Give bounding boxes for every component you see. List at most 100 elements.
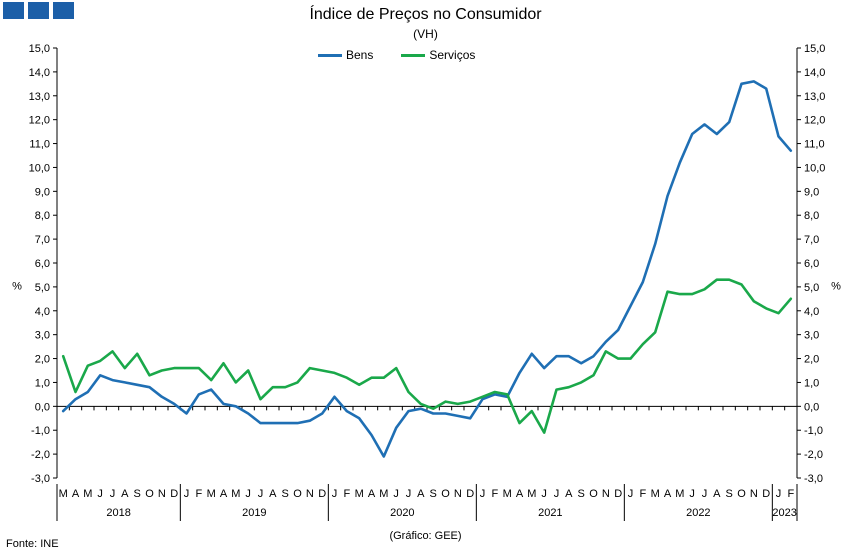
- month-label: M: [527, 488, 536, 500]
- y-tick-label-left: 9,0: [35, 186, 50, 198]
- month-label: J: [480, 488, 486, 500]
- month-label: A: [565, 488, 573, 500]
- y-tick-label-left: 15,0: [29, 43, 50, 55]
- y-tick-label-left: 4,0: [35, 306, 50, 318]
- y-tick-label-left: 7,0: [35, 234, 50, 246]
- y-tick-label-right: -1,0: [804, 425, 823, 437]
- month-label: M: [503, 488, 512, 500]
- legend-swatch-servicos: [401, 53, 426, 57]
- y-tick-label-left: 3,0: [35, 330, 50, 342]
- chart-credit: (Gráfico: GEE): [389, 530, 462, 542]
- year-label: 2021: [538, 507, 562, 519]
- y-tick-label-right: 2,0: [804, 354, 819, 366]
- month-label: D: [466, 488, 474, 500]
- year-label: 2022: [686, 507, 710, 519]
- month-label: D: [170, 488, 178, 500]
- month-label: D: [614, 488, 622, 500]
- legend-swatch-bens: [318, 53, 342, 57]
- month-label: M: [207, 488, 216, 500]
- y-tick-label-right: 8,0: [804, 210, 819, 222]
- month-label: A: [72, 488, 80, 500]
- y-tick-label-right: 3,0: [804, 330, 819, 342]
- month-label: M: [231, 488, 240, 500]
- month-label: N: [602, 488, 610, 500]
- y-tick-label-right: 12,0: [804, 115, 825, 127]
- year-label: 2023: [772, 507, 796, 519]
- month-label: N: [306, 488, 314, 500]
- month-label: J: [393, 488, 399, 500]
- y-tick-label-right: 4,0: [804, 306, 819, 318]
- y-axis-label-left: %: [12, 280, 22, 292]
- month-label: J: [702, 488, 708, 500]
- y-tick-label-left: -1,0: [31, 425, 50, 437]
- month-label: J: [184, 488, 190, 500]
- month-label: A: [368, 488, 376, 500]
- month-label: A: [664, 488, 672, 500]
- y-tick-label-left: 0,0: [35, 401, 50, 413]
- month-label: M: [59, 488, 68, 500]
- month-label: J: [776, 488, 782, 500]
- y-tick-label-right: 7,0: [804, 234, 819, 246]
- year-label: 2018: [106, 507, 130, 519]
- y-tick-label-left: 5,0: [35, 282, 50, 294]
- month-label: F: [343, 488, 350, 500]
- month-label: O: [441, 488, 450, 500]
- month-label: M: [355, 488, 364, 500]
- month-label: S: [577, 488, 584, 500]
- series-line-bens: [61, 80, 793, 458]
- year-label: 2019: [242, 507, 266, 519]
- month-label: A: [417, 488, 425, 500]
- month-label: S: [133, 488, 140, 500]
- month-label: J: [258, 488, 264, 500]
- month-label: F: [195, 488, 202, 500]
- y-tick-label-left: 8,0: [35, 210, 50, 222]
- month-label: N: [158, 488, 166, 500]
- y-tick-label-right: 6,0: [804, 258, 819, 270]
- y-tick-label-left: 2,0: [35, 354, 50, 366]
- legend-item-servicos: Serviços: [401, 48, 475, 62]
- y-tick-label-left: 13,0: [29, 91, 50, 103]
- legend: Bens Serviços: [318, 48, 475, 62]
- y-tick-label-right: 5,0: [804, 282, 819, 294]
- month-label: A: [516, 488, 524, 500]
- legend-item-bens: Bens: [318, 48, 373, 62]
- y-tick-label-left: 14,0: [29, 67, 50, 79]
- y-tick-label-right: 10,0: [804, 162, 825, 174]
- y-tick-label-right: 1,0: [804, 377, 819, 389]
- month-label: J: [554, 488, 560, 500]
- month-label: S: [281, 488, 288, 500]
- month-label: J: [245, 488, 251, 500]
- series-line-servicos: [61, 278, 793, 434]
- month-label: S: [725, 488, 732, 500]
- y-tick-label-left: 12,0: [29, 115, 50, 127]
- month-label: D: [318, 488, 326, 500]
- month-label: D: [762, 488, 770, 500]
- month-label: A: [220, 488, 228, 500]
- y-tick-label-right: 14,0: [804, 67, 825, 79]
- month-label: F: [787, 488, 794, 500]
- month-label: M: [651, 488, 660, 500]
- ine-logo-icon: [3, 2, 74, 19]
- source-note: Fonte: INE: [6, 538, 59, 550]
- month-label: J: [110, 488, 116, 500]
- y-tick-label-left: 1,0: [35, 377, 50, 389]
- y-tick-label-right: 0,0: [804, 401, 819, 413]
- month-label: M: [379, 488, 388, 500]
- month-label: M: [675, 488, 684, 500]
- month-label: J: [97, 488, 103, 500]
- y-tick-label-right: 9,0: [804, 186, 819, 198]
- month-label: J: [332, 488, 338, 500]
- month-label: O: [737, 488, 746, 500]
- legend-label-bens: Bens: [346, 48, 374, 62]
- month-label: A: [121, 488, 129, 500]
- y-tick-label-right: -3,0: [804, 473, 823, 485]
- year-label: 2020: [390, 507, 414, 519]
- month-label: F: [639, 488, 646, 500]
- month-label: A: [713, 488, 721, 500]
- y-tick-label-right: 15,0: [804, 43, 825, 55]
- y-tick-label-left: 6,0: [35, 258, 50, 270]
- month-label: O: [145, 488, 154, 500]
- month-label: N: [454, 488, 462, 500]
- y-tick-label-left: 11,0: [29, 139, 50, 151]
